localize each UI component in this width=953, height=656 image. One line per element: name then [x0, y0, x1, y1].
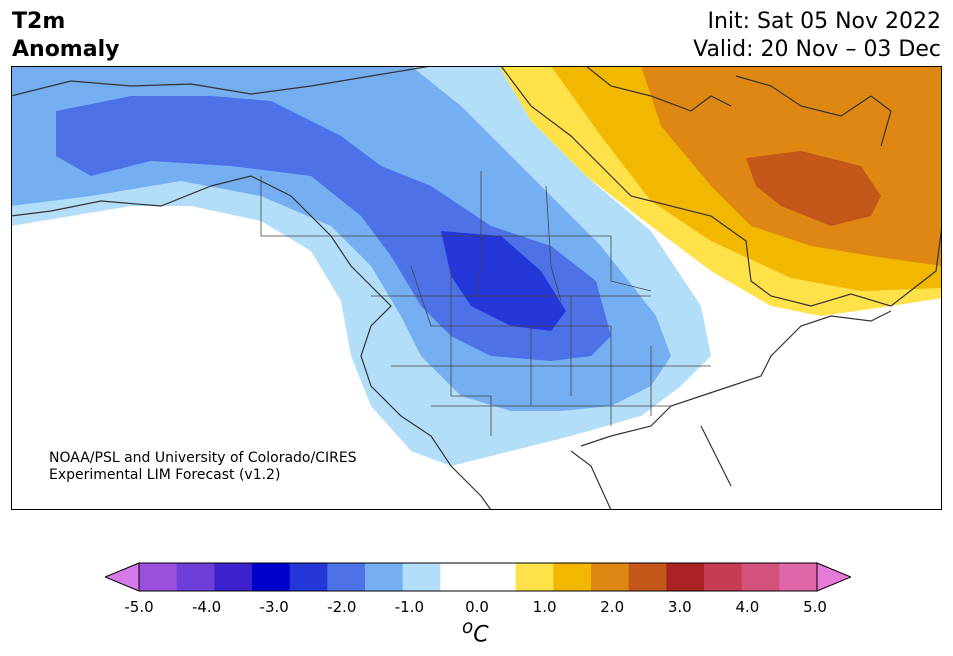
- colorbar-tick-label: -3.0: [259, 598, 289, 616]
- colorbar-cell: [704, 563, 743, 591]
- colorbar-tick-label: -4.0: [191, 598, 222, 616]
- colorbar-cell: [628, 563, 667, 591]
- cold-contour-2-0: [441, 231, 566, 331]
- colorbar-tick-label: -1.0: [394, 598, 425, 616]
- coastlines: [11, 66, 942, 510]
- colorbar-tick-label: 4.0: [735, 598, 760, 616]
- init-date: Init: Sat 05 Nov 2022: [707, 9, 941, 34]
- colorbar-tick-label: -5.0: [124, 598, 154, 616]
- colorbar-tick-label: 0.0: [465, 598, 489, 616]
- borders: [260, 171, 711, 436]
- colorbar-cell: [478, 563, 517, 591]
- colorbar-under-arrow: [105, 562, 140, 592]
- credit-text: NOAA/PSL and University of Colorado/CIRE…: [49, 450, 357, 484]
- colorbar-tick-label: 1.0: [532, 598, 557, 616]
- colorbar-cell: [515, 563, 554, 591]
- colorbar-unit: oC: [462, 617, 489, 647]
- map-title: T2m Anomaly: [12, 8, 119, 64]
- title-variable: T2m: [12, 9, 66, 34]
- unit-degree: o: [462, 617, 474, 638]
- colorbar-cell: [176, 563, 215, 591]
- title-type: Anomaly: [12, 37, 120, 62]
- colorbar-cell: [553, 563, 592, 591]
- colorbar-over-arrow: [816, 562, 851, 592]
- colorbar-cell: [440, 563, 479, 591]
- credit-line-1: NOAA/PSL and University of Colorado/CIRE…: [49, 450, 357, 466]
- colorbar-cell: [402, 563, 441, 591]
- forecast-dates: Init: Sat 05 Nov 2022 Valid: 20 Nov – 03…: [693, 8, 941, 64]
- colorbar-tick-label: 3.0: [667, 598, 692, 616]
- colorbar-ticks: -5.0 -4.0 -3.0 -2.0 -1.0 0.0 1.0 2.0 3.0 4.0 5.0: [0, 598, 953, 618]
- colorbar-cell: [289, 563, 328, 591]
- colorbar-tick-label: 2.0: [600, 598, 625, 616]
- colorbar-cell: [741, 563, 780, 591]
- colorbar-cell: [365, 563, 404, 591]
- unit-label: C: [473, 622, 489, 648]
- colorbar-cell: [591, 563, 630, 591]
- colorbar-cell: [214, 563, 253, 591]
- colorbar-cell: [327, 563, 366, 591]
- credit-line-2: Experimental LIM Forecast (v1.2): [49, 467, 281, 483]
- valid-dates: Valid: 20 Nov – 03 Dec: [693, 37, 941, 62]
- colorbar-cell: [666, 563, 705, 591]
- colorbar-cell: [252, 563, 291, 591]
- colorbar-cell: [779, 563, 818, 591]
- colorbar-tick-label: -2.0: [327, 598, 357, 616]
- warm-contour-2-0: [746, 151, 881, 226]
- colorbar-cell: [139, 563, 178, 591]
- colorbar: [105, 562, 851, 592]
- anomaly-map: [11, 66, 942, 510]
- colorbar-tick-label: 5.0: [803, 598, 827, 616]
